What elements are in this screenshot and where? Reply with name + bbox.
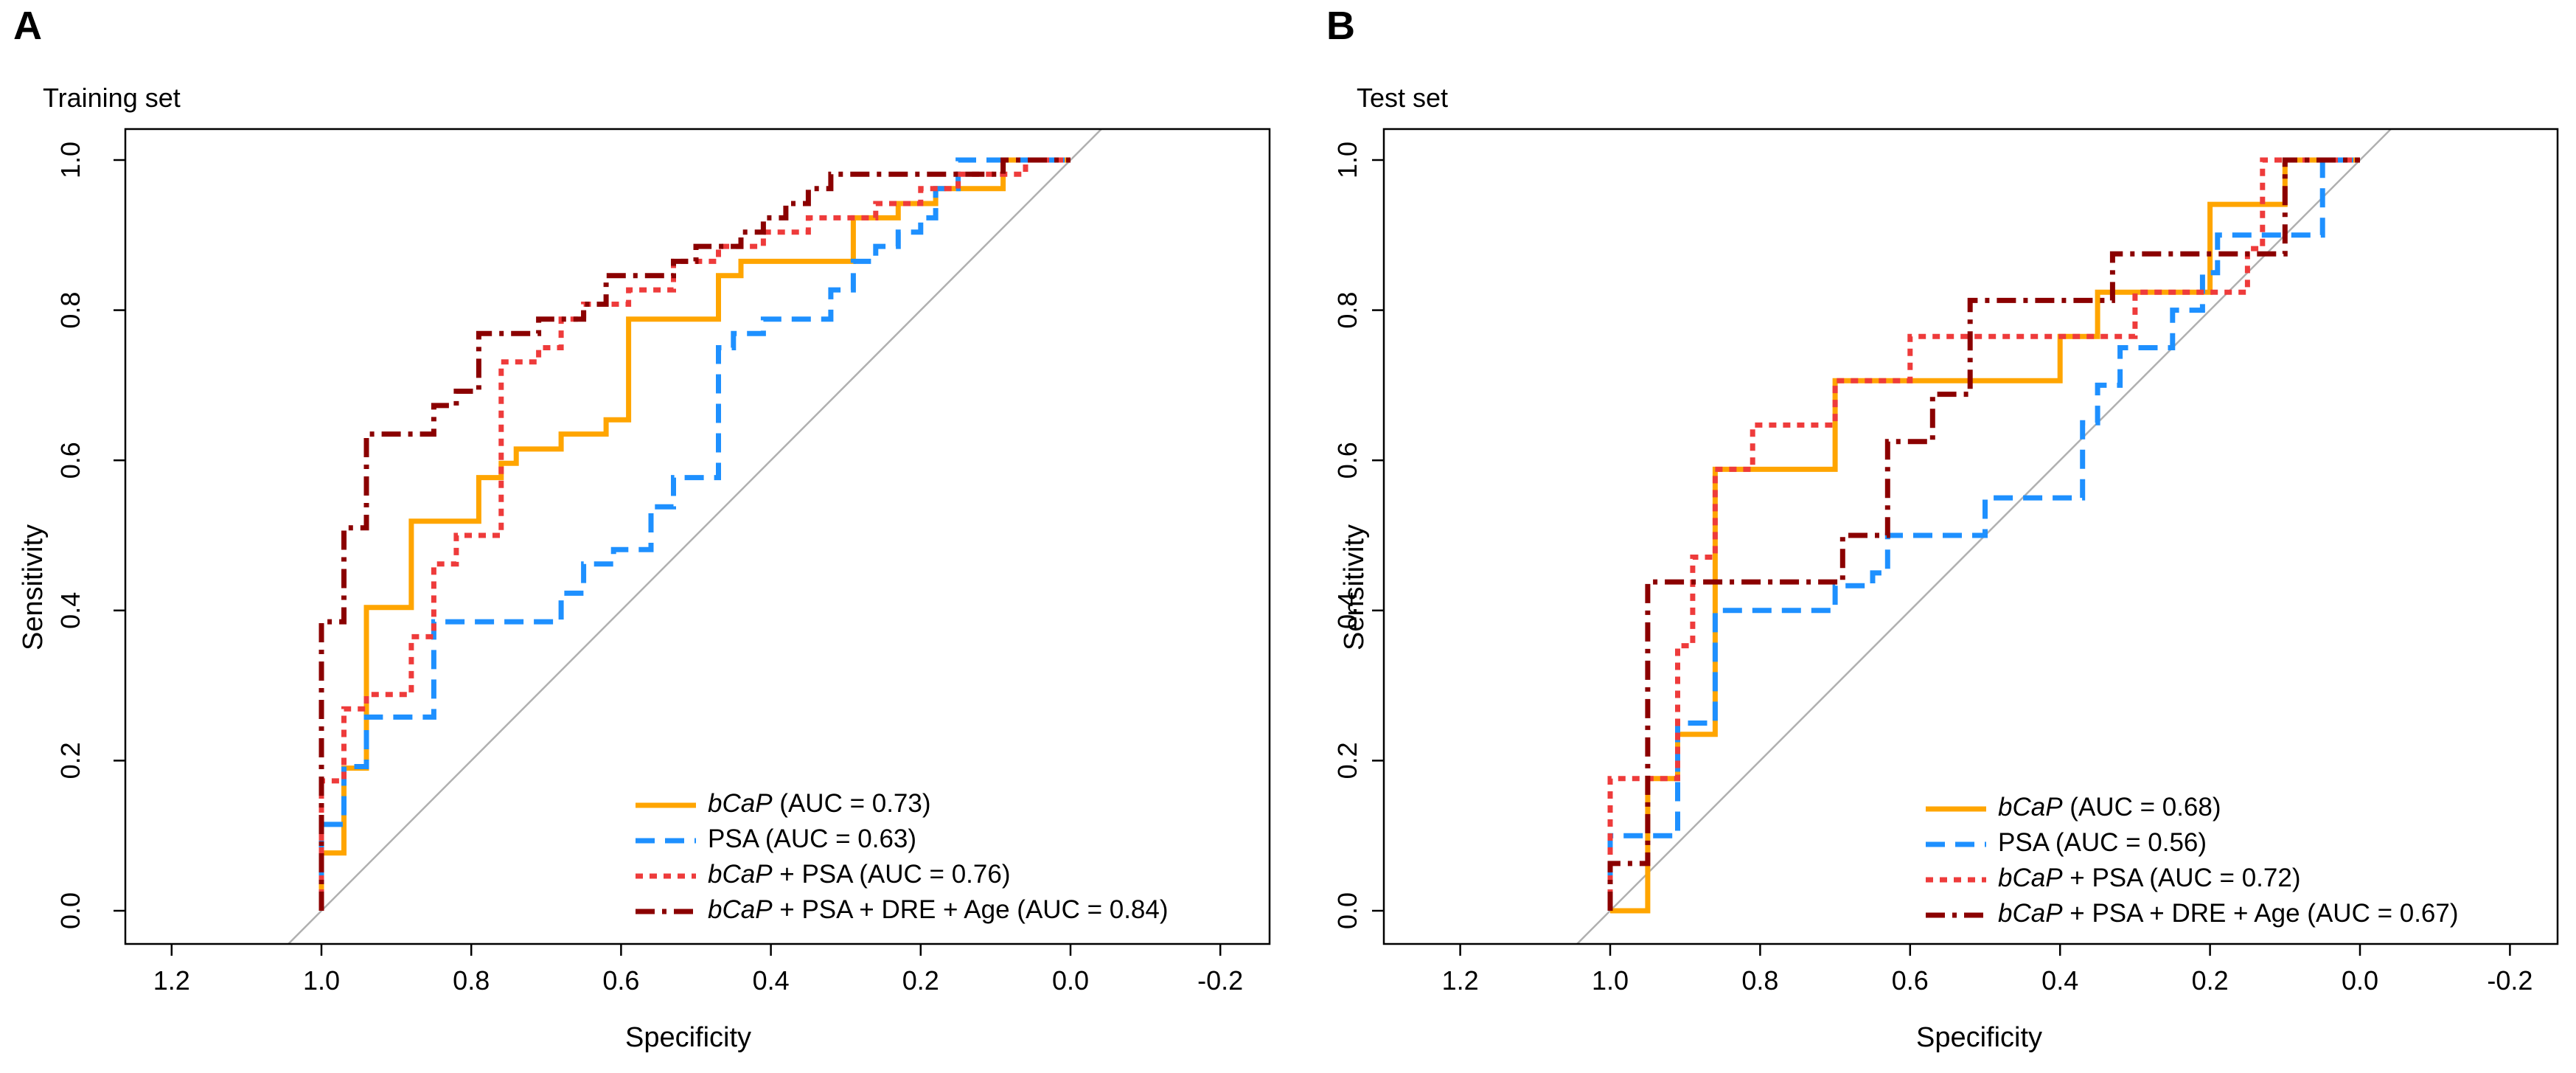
x-tick-label: 1.0 [1592, 965, 1629, 996]
roc-curve-bcap-psa-dre-age [318, 157, 1071, 911]
x-axis-label: Specificity [625, 1022, 752, 1053]
x-tick-label: 0.8 [1741, 965, 1778, 996]
panel-title: Test set [1357, 83, 1449, 113]
roc-curve-bcap-psa [1607, 157, 2360, 911]
plot-frame [124, 128, 1271, 945]
plot-area: 1.2 1.0 0.8 0.6 0.4 0.2 0.0 -0.2 0.0 0.2 0.4 0.6 0.8… [55, 128, 1271, 996]
y-tick-label: 0.8 [55, 292, 86, 329]
legend-entry-bcap-psa-dre-age: bCaP + PSA + DRE + Age (AUC = 0.67) [1998, 899, 2459, 928]
legend-entry-bcap-psa: bCaP + PSA (AUC = 0.76) [708, 860, 1011, 889]
y-tick-label: 0.8 [1332, 292, 1362, 329]
x-tick-label: 1.0 [303, 965, 340, 996]
y-tick-label: 1.0 [1332, 142, 1362, 178]
legend-entry-psa: PSA (AUC = 0.63) [708, 824, 917, 853]
y-tick-label: 0.0 [1332, 892, 1362, 929]
x-tick-label: -0.2 [2487, 965, 2533, 996]
roc-panel-training: 1.2 1.0 0.8 0.6 0.4 0.2 0.0 -0.2 0.0 0.2 0.4 0.6 0.8… [13, 4, 1271, 1053]
legend-entry-psa: PSA (AUC = 0.56) [1998, 828, 2207, 857]
panel-title: Training set [43, 83, 181, 113]
x-tick-label: 0.2 [2192, 965, 2229, 996]
roc-curve-bcap-psa-dre-age [1607, 157, 2360, 911]
x-tick-label: 0.4 [753, 965, 790, 996]
x-tick-label: 0.0 [1052, 965, 1089, 996]
x-tick-label: 0.0 [2342, 965, 2378, 996]
y-tick-label: 0.2 [55, 742, 86, 779]
y-tick-label: 0.6 [1332, 442, 1362, 479]
x-tick-label: 1.2 [153, 965, 190, 996]
y-tick-label: 0.4 [55, 592, 86, 629]
y-tick-label: 1.0 [55, 142, 86, 178]
x-tick-label: -0.2 [1197, 965, 1243, 996]
roc-panel-test: 1.2 1.0 0.8 0.6 0.4 0.2 0.0 -0.2 0.0 0.2 0.4 0.6 0.8… [1288, 0, 2576, 1073]
y-tick-label: 0.6 [55, 442, 86, 479]
x-axis-label: Specificity [1916, 1022, 2043, 1053]
legend-entry-bcap: bCaP (AUC = 0.73) [708, 789, 931, 818]
y-axis-label: Sensitivity [18, 524, 49, 651]
roc-chart-svg: 1.2 1.0 0.8 0.6 0.4 0.2 0.0 -0.2 0.0 0.2 0.4 0.6 0.8… [1332, 128, 2559, 996]
panel-letter: A [13, 4, 42, 48]
legend-entry-bcap-psa: bCaP + PSA (AUC = 0.72) [1998, 864, 2301, 892]
legend-entry-bcap-psa-dre-age: bCaP + PSA + DRE + Age (AUC = 0.84) [708, 895, 1169, 924]
roc-curve-bcap [1610, 157, 2360, 914]
y-tick-label: 0.0 [55, 892, 86, 929]
y-axis-label: Sensitivity [1339, 524, 1371, 651]
legend-entry-bcap: bCaP (AUC = 0.68) [1998, 793, 2221, 822]
x-tick-label: 0.8 [453, 965, 490, 996]
x-tick-label: 0.4 [2041, 965, 2078, 996]
x-tick-label: 0.6 [602, 965, 639, 996]
y-tick-label: 0.2 [1332, 742, 1362, 779]
y-tick-label: 0.4 [1332, 592, 1362, 629]
panel-letter: B [1326, 4, 1355, 48]
roc-curve-bcap [318, 157, 1071, 911]
x-tick-label: 0.2 [902, 965, 939, 996]
x-tick-label: 1.2 [1442, 965, 1479, 996]
roc-chart-svg: 1.2 1.0 0.8 0.6 0.4 0.2 0.0 -0.2 0.0 0.2 0.4 0.6 0.8… [55, 128, 1271, 996]
roc-curve-psa [1607, 157, 2360, 911]
x-tick-label: 0.6 [1892, 965, 1929, 996]
roc-curve-bcap-psa [318, 157, 1071, 911]
plot-area: 1.2 1.0 0.8 0.6 0.4 0.2 0.0 -0.2 0.0 0.2 0.4 0.6 0.8… [1332, 128, 2559, 996]
plot-frame [1382, 128, 2559, 945]
